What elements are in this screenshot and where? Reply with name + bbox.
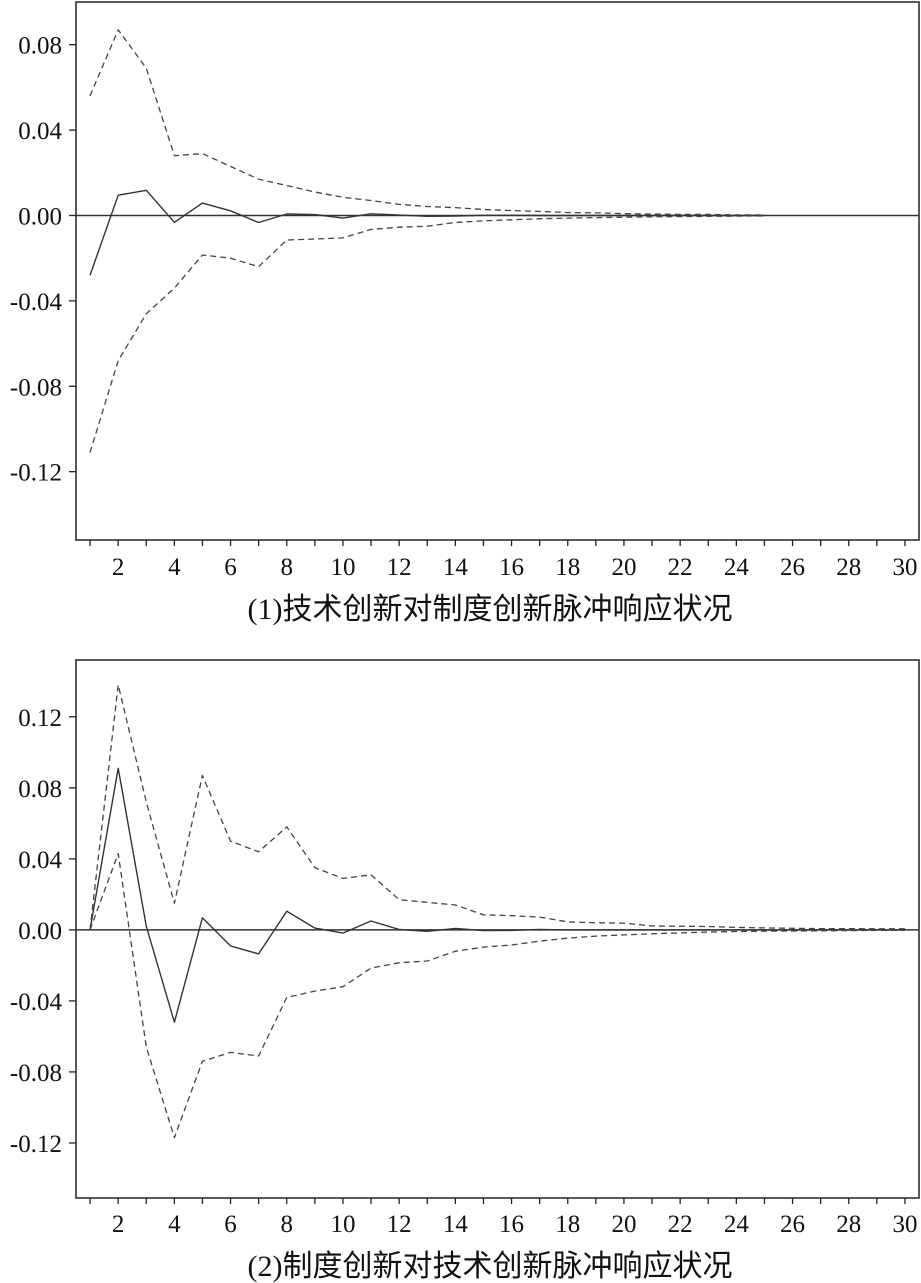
x-tick-label: 8: [281, 554, 294, 581]
series-line-dashed-upper: [89, 684, 905, 930]
series-line-dashed-upper: [89, 29, 765, 216]
y-tick-label: -0.08: [10, 1060, 62, 1087]
x-tick-label: 14: [443, 1211, 469, 1238]
x-tick-label: 10: [330, 1211, 355, 1238]
y-tick-label: -0.04: [10, 289, 63, 316]
x-tick-label: 28: [836, 1211, 861, 1238]
chart-caption-2: (2)制度创新对技术创新脉冲响应状况: [248, 1250, 733, 1283]
x-tick-label: 4: [168, 1211, 181, 1238]
x-tick-label: 30: [892, 554, 917, 581]
y-tick-label: 0.08: [18, 33, 62, 60]
y-tick-label: -0.12: [10, 1131, 62, 1158]
x-tick-label: 16: [499, 1211, 524, 1238]
x-tick-label: 24: [724, 1211, 750, 1238]
plot-frame: [75, 1, 920, 541]
x-tick-label: 30: [892, 1211, 917, 1238]
series-line-dashed-lower: [89, 215, 765, 453]
x-tick-label: 24: [724, 554, 750, 581]
x-tick-label: 8: [281, 1211, 294, 1238]
x-tick-label: 4: [168, 554, 181, 581]
x-tick-label: 18: [555, 1211, 580, 1238]
series-line-dashed-lower: [89, 852, 905, 1139]
x-tick-label: 6: [224, 1211, 237, 1238]
x-tick-label: 20: [611, 554, 636, 581]
y-tick-label: -0.12: [10, 460, 62, 487]
x-tick-label: 20: [611, 1211, 636, 1238]
chart-panel-1: 0.080.040.00-0.04-0.08-0.122 4 6 8 10 12 14 16 1…: [10, 1, 920, 581]
x-tick-label: 18: [555, 554, 580, 581]
y-tick-label: 0.12: [18, 705, 62, 732]
x-tick-label: 22: [668, 554, 693, 581]
x-tick-label: 22: [668, 1211, 693, 1238]
chart-panel-2: 0.120.080.040.00-0.04-0.08-0.122 4 6 8 10 12 1…: [10, 659, 920, 1238]
y-tick-label: 0.04: [18, 847, 62, 874]
x-tick-label: 28: [836, 554, 861, 581]
y-tick-label: 0.08: [18, 776, 62, 803]
x-tick-label: 16: [499, 554, 524, 581]
x-tick-label: 14: [443, 554, 469, 581]
x-tick-label: 26: [780, 1211, 805, 1238]
y-tick-label: -0.08: [10, 374, 62, 401]
series-line-solid: [89, 767, 905, 1023]
plot-frame: [75, 659, 920, 1199]
x-tick-label: 2: [112, 554, 125, 581]
chart-caption-1: (1)技术创新对制度创新脉冲响应状况: [248, 593, 733, 626]
x-tick-label: 12: [387, 554, 412, 581]
y-tick-label: -0.04: [10, 989, 63, 1016]
x-tick-label: 26: [780, 554, 805, 581]
y-tick-label: 0.00: [18, 918, 62, 945]
series-line-solid: [89, 189, 765, 276]
y-tick-label: 0.04: [18, 118, 62, 145]
x-tick-label: 6: [224, 554, 237, 581]
x-tick-label: 10: [330, 554, 355, 581]
x-tick-label: 12: [387, 1211, 412, 1238]
y-tick-label: 0.00: [18, 203, 62, 230]
x-tick-label: 2: [112, 1211, 125, 1238]
